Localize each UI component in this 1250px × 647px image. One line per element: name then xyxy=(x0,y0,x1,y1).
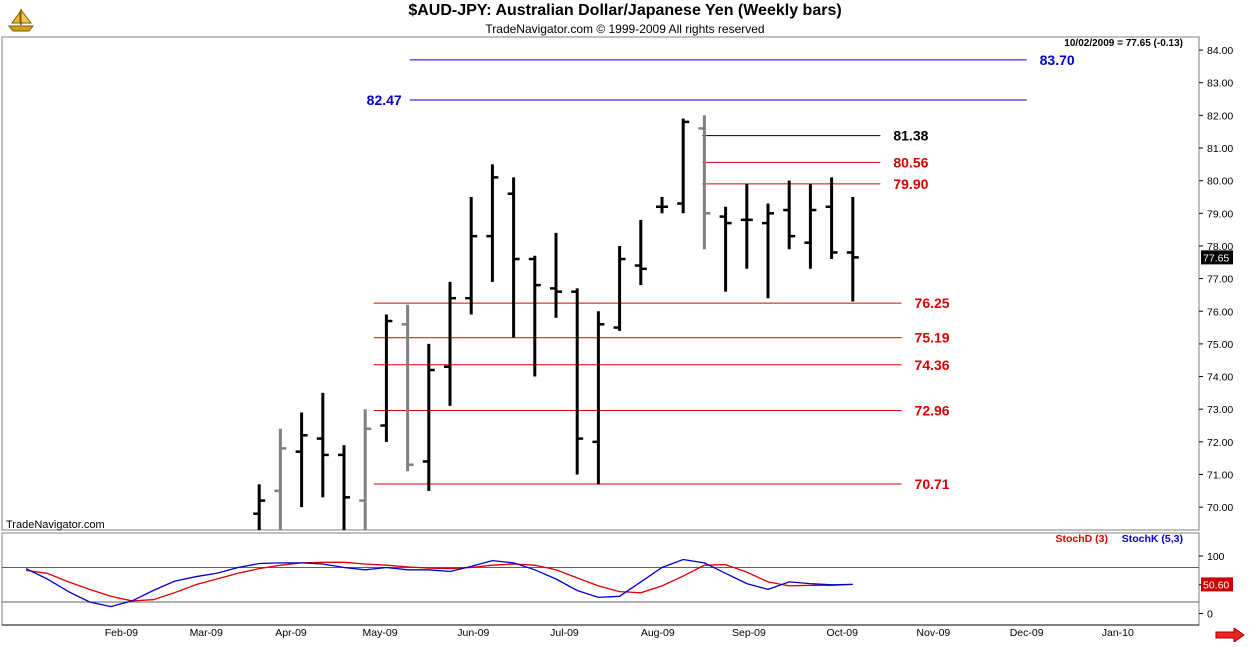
last-price-marker xyxy=(1201,250,1233,265)
ohlc-bar xyxy=(507,177,520,338)
y-tick-label: 74.00 xyxy=(1207,372,1233,384)
stoch-last-marker xyxy=(1201,577,1233,592)
ohlc-bar xyxy=(316,392,329,498)
ohlc-bar xyxy=(613,245,626,331)
ohlc-bar xyxy=(634,219,647,286)
x-tick-label: Jul-09 xyxy=(550,627,579,639)
x-tick-label: Oct-09 xyxy=(826,627,858,639)
copyright-subtitle: TradeNavigator.com © 1999-2009 All right… xyxy=(485,22,765,36)
x-tick-label: Aug-09 xyxy=(641,627,675,639)
ohlc-bar xyxy=(783,180,796,250)
level-label: 72.96 xyxy=(915,403,950,419)
ohlc-bar xyxy=(253,484,266,530)
stoch-y-tick-label: 100 xyxy=(1207,551,1225,563)
ohlc-bar xyxy=(571,288,584,475)
level-label: 83.70 xyxy=(1040,52,1075,68)
level-label: 74.36 xyxy=(915,357,950,373)
ohlc-bar xyxy=(338,445,350,530)
level-label: 80.56 xyxy=(893,154,928,170)
x-tick-label: Nov-09 xyxy=(916,627,950,639)
y-tick-label: 79.00 xyxy=(1207,208,1233,220)
ohlc-bar xyxy=(719,206,732,292)
x-tick-label: Jun-09 xyxy=(457,627,489,639)
stoch-legend-entry: StochD (3) xyxy=(1056,533,1109,545)
stochastic-panel-frame xyxy=(1,532,1200,626)
x-tick-label: Apr-09 xyxy=(275,627,307,639)
ohlc-bar xyxy=(274,428,287,530)
ohlc-bar xyxy=(846,196,859,302)
stochastic-panel: 100500StochD (3)StochK (5,3)50.60 xyxy=(1,532,1233,626)
ohlc-bar xyxy=(592,311,605,485)
ohlc-bar xyxy=(465,196,478,315)
red-arrow-right-icon[interactable] xyxy=(1214,627,1246,643)
y-tick-label: 83.00 xyxy=(1207,78,1233,90)
level-label: 70.71 xyxy=(915,476,950,492)
ohlc-bar xyxy=(486,164,499,282)
watermark-label: TradeNavigator.com xyxy=(6,519,105,531)
stoch-legend-entry: StochK (5,3) xyxy=(1122,533,1183,545)
ohlc-bar xyxy=(401,304,414,472)
ohlc-bar xyxy=(656,196,668,214)
level-label: 75.19 xyxy=(915,330,950,346)
ohlc-bar xyxy=(677,118,690,214)
y-tick-label: 80.00 xyxy=(1207,176,1233,188)
level-label: 76.25 xyxy=(915,295,950,311)
x-tick-label: May-09 xyxy=(363,627,398,639)
ohlc-bar xyxy=(804,183,817,269)
y-tick-label: 77.00 xyxy=(1207,274,1233,286)
price-panel: 10/02/2009 = 77.65 (-0.13) TradeNavigator… xyxy=(1,36,1233,531)
stoch-y-tick-label: 0 xyxy=(1207,609,1213,621)
ohlc-bar xyxy=(825,177,838,260)
ohlc-bar xyxy=(528,255,541,377)
x-tick-label: Mar-09 xyxy=(190,627,223,639)
ohlc-bar xyxy=(359,409,372,530)
ohlc-bars xyxy=(253,115,859,530)
stoch-series-line xyxy=(25,561,853,602)
y-tick-label: 76.00 xyxy=(1207,306,1233,318)
ohlc-bar xyxy=(762,203,774,299)
ohlc-bar xyxy=(740,183,753,269)
y-tick-label: 84.00 xyxy=(1207,45,1233,57)
ohlc-bar xyxy=(444,281,456,406)
x-tick-label: Dec-09 xyxy=(1010,627,1044,639)
y-tick-label: 72.00 xyxy=(1207,437,1233,449)
ohlc-bar xyxy=(550,232,562,318)
level-label: 79.90 xyxy=(893,176,928,192)
y-tick-label: 81.00 xyxy=(1207,143,1233,155)
x-tick-label: Jan-10 xyxy=(1102,627,1134,639)
price-panel-frame xyxy=(1,36,1200,531)
ohlc-bar xyxy=(380,314,393,442)
stoch-last-label: 50.60 xyxy=(1203,579,1229,591)
x-tick-label: Feb-09 xyxy=(105,627,138,639)
sailing-ship-logo-icon[interactable] xyxy=(6,6,36,34)
x-tick-label: Sep-09 xyxy=(732,627,766,639)
ohlc-bar xyxy=(698,115,711,250)
ohlc-bar xyxy=(422,343,435,491)
ohlc-bar xyxy=(295,412,308,508)
y-tick-label: 70.00 xyxy=(1207,502,1233,514)
x-axis: Feb-09 Mar-09 Apr-09 May-09 Jun-09 Jul-09 Aug-… xyxy=(105,627,1134,639)
y-tick-label: 71.00 xyxy=(1207,469,1233,481)
y-tick-label: 78.00 xyxy=(1207,241,1233,253)
level-label: 82.47 xyxy=(367,92,402,108)
y-tick-label: 75.00 xyxy=(1207,339,1233,351)
level-label: 81.38 xyxy=(893,128,928,144)
chart-title: $AUD-JPY: Australian Dollar/Japanese Yen… xyxy=(408,2,842,19)
last-quote-label: 10/02/2009 = 77.65 (-0.13) xyxy=(1064,38,1183,49)
last-price-label: 77.65 xyxy=(1203,252,1229,264)
y-tick-label: 82.00 xyxy=(1207,110,1233,122)
y-tick-label: 73.00 xyxy=(1207,404,1233,416)
stoch-series-line xyxy=(25,558,853,608)
